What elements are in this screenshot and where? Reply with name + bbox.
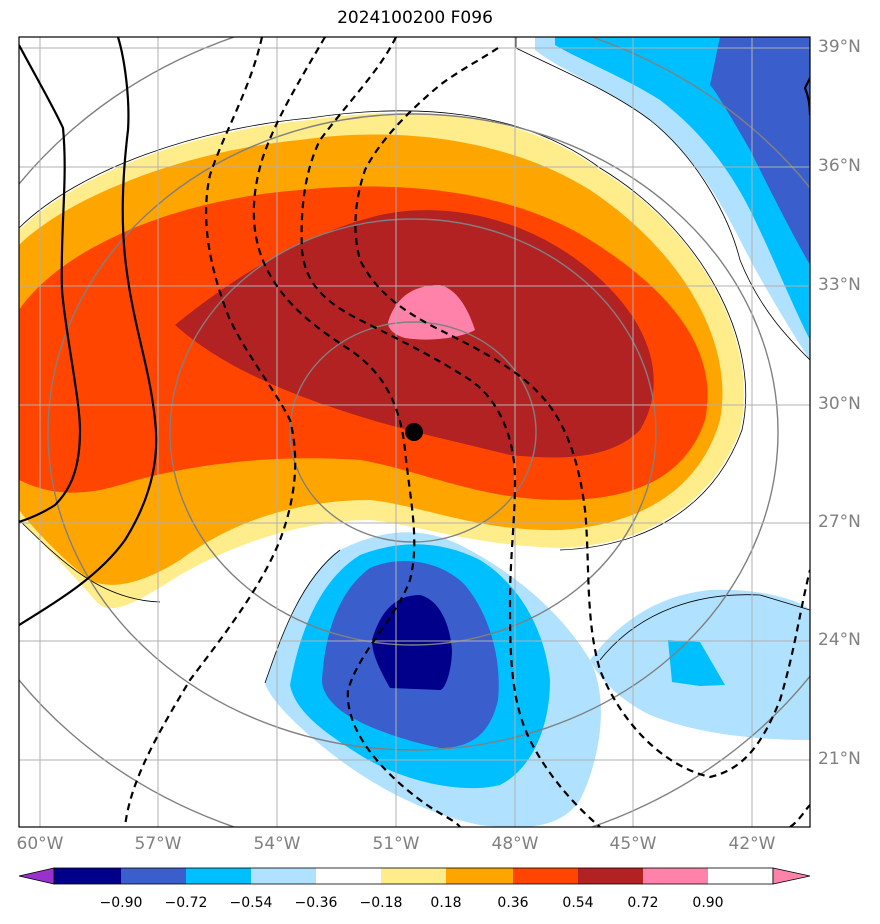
colorbar-label: 0.72	[627, 895, 659, 911]
colorbar-label: −0.54	[229, 895, 273, 911]
colorbar-label: −0.72	[164, 895, 208, 911]
colorbar-segment	[643, 868, 708, 884]
colorbar-segment	[513, 868, 578, 884]
colorbar-segment	[54, 868, 121, 884]
colorbar-segment	[381, 868, 446, 884]
colorbar-label: −0.18	[359, 895, 403, 911]
lat-tick-label: 39°N	[818, 37, 861, 57]
lat-tick-label: 33°N	[818, 275, 861, 295]
lat-tick-label: 21°N	[818, 749, 861, 769]
lon-tick-label: 48°W	[491, 834, 539, 854]
plot-frame	[18, 36, 811, 828]
gridlines	[19, 37, 810, 827]
storm-center-marker	[405, 423, 423, 441]
colorbar-label: 0.54	[562, 895, 594, 911]
negative-anomaly-0.72	[372, 595, 452, 690]
zero-contours	[19, 37, 810, 684]
colorbar-segment	[578, 868, 643, 884]
positive-anomaly-0.90	[388, 285, 475, 340]
lat-tick-label: 36°N	[818, 156, 861, 176]
lat-tick-label: 27°N	[818, 512, 861, 532]
colorbar-min-arrow	[18, 867, 55, 885]
lon-tick-label: 60°W	[16, 834, 64, 854]
colorbar-label: 0.36	[497, 895, 529, 911]
lon-tick-label: 45°W	[609, 834, 657, 854]
lon-tick-label: 42°W	[728, 834, 776, 854]
colorbar-segment	[446, 868, 513, 884]
colorbar	[18, 867, 811, 885]
lon-tick-label: 54°W	[253, 834, 301, 854]
colorbar-segment	[121, 868, 186, 884]
map-plot	[18, 36, 811, 828]
colorbar-label: −0.90	[99, 895, 143, 911]
negative-anomaly-0.36-east	[668, 640, 725, 686]
lon-tick-label: 57°W	[134, 834, 182, 854]
dashed-contours	[123, 37, 810, 827]
map-title: 2024100200 F096	[337, 8, 493, 28]
colorbar-label: −0.36	[294, 895, 338, 911]
lat-tick-label: 30°N	[818, 394, 861, 414]
colorbar-segment	[186, 868, 251, 884]
lat-tick-label: 24°N	[818, 630, 861, 650]
colorbar-segment	[316, 868, 381, 884]
colorbar-max-arrow	[772, 867, 811, 885]
lon-tick-label: 51°W	[372, 834, 420, 854]
colorbar-segment	[251, 868, 316, 884]
negative-anomaly-0.54-ne	[710, 37, 810, 265]
range-rings	[19, 37, 810, 827]
colorbar-label: 0.18	[430, 895, 462, 911]
colorbar-label: 0.90	[692, 895, 724, 911]
